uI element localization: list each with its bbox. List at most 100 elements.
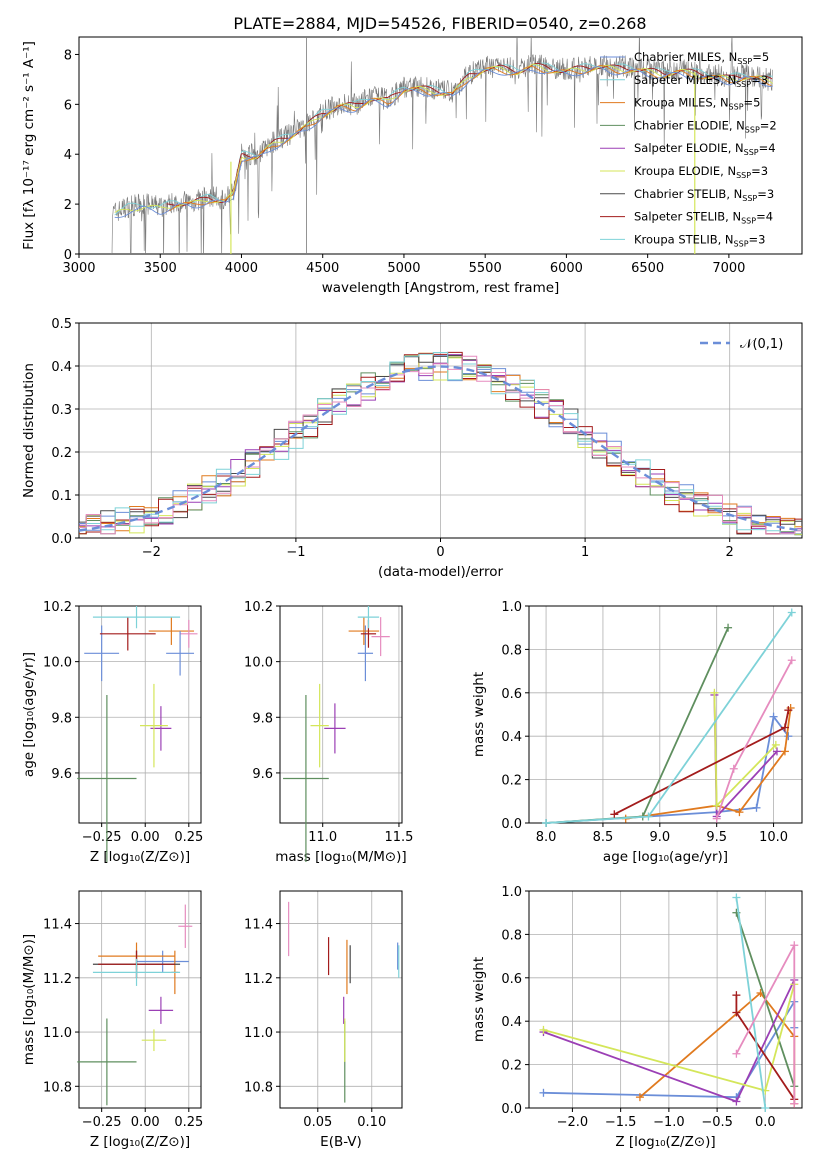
mass-vs-ebv-ytick-label: 11.4	[244, 918, 273, 933]
mass-vs-z-xlabel: Z [log₁₀(Z/Z⊙)]	[90, 1134, 190, 1150]
weight-vs-z-xtick-label: −2.0	[557, 1115, 589, 1130]
residuals-ytick-label: 0.5	[51, 317, 72, 332]
age-vs-z-axes: −0.25 0.00 0.25 9.6 9.8 10.0 10.2 Z [log₁₀(Z/Z⊙…	[21, 600, 203, 865]
mass-vs-ebv-xtick-label: 0.05	[303, 1115, 332, 1130]
age-vs-z-point	[92, 606, 181, 629]
weight-vs-z-ylabel: mass weight	[471, 957, 487, 1042]
mass-vs-ebv-frame	[279, 890, 403, 1109]
weight-vs-age-ytick-label: 0.0	[501, 817, 522, 832]
weight-vs-age-marker	[729, 764, 738, 773]
age-vs-mass-point	[283, 695, 329, 862]
mass-vs-z-ytick-label: 11.4	[43, 918, 72, 933]
weight-vs-age-marker	[769, 712, 778, 721]
residuals-ytick-label: 0.0	[51, 532, 72, 547]
age-vs-z-point	[84, 625, 120, 682]
weight-vs-z-marker	[539, 1088, 548, 1097]
weight-vs-age-xtick-label: 9.5	[706, 830, 727, 845]
residuals-histogram	[79, 355, 802, 535]
spectrum-legend: Chabrier MILES, NSSP=5 Salpeter MILES, NS…	[600, 50, 777, 248]
mass-vs-ebv-ytick-label: 11.0	[244, 1026, 273, 1041]
weight-vs-age-marker	[787, 608, 796, 617]
weight-vs-z-axes: −2.0 −1.5 −1.0 −0.5 0.0 0.0 0.2 0.4 0.6 0.8 1.0 Z […	[471, 885, 803, 1150]
weight-vs-z-xtick-label: −1.0	[653, 1115, 685, 1130]
weight-vs-age-ytick-label: 0.4	[501, 730, 522, 745]
weight-vs-z-ytick-label: 0.2	[501, 1059, 522, 1074]
weight-vs-age-marker	[780, 723, 789, 732]
spectrum-xtick-label: 4000	[225, 261, 258, 276]
weight-vs-age-xtick-label: 9.0	[649, 830, 670, 845]
weight-vs-z-xtick-label: −1.5	[605, 1115, 637, 1130]
spectrum-xtick-label: 5000	[387, 261, 420, 276]
spectrum-legend-entry: Chabrier ELODIE, NSSP=2	[634, 118, 777, 134]
weight-vs-z-ytick-label: 1.0	[501, 885, 522, 900]
spectrum-xtick-label: 6000	[550, 261, 583, 276]
mass-vs-z-frame	[78, 890, 202, 1109]
mass-vs-ebv-ytick-label: 11.2	[244, 972, 273, 987]
mass-vs-z-point	[178, 904, 193, 948]
spectrum-xtick-label: 6500	[631, 261, 664, 276]
age-vs-z-ylabel: age [log₁₀(age/yr)]	[21, 652, 37, 777]
residuals-xtick-label: 2	[726, 545, 734, 560]
weight-vs-z-ytick-label: 0.0	[501, 1102, 522, 1117]
spectrum-ytick-label: 0	[64, 248, 72, 263]
residuals-axes: −2 −1 0 1 2 0.0 0.1 0.2 0.3 0.4 0.5 (data-model)/er…	[21, 317, 803, 580]
age-vs-z-frame	[78, 605, 202, 824]
weight-vs-age-ylabel: mass weight	[471, 672, 487, 757]
age-vs-mass-ytick-label: 10.2	[244, 600, 273, 615]
weight-vs-z-ytick-label: 0.8	[501, 928, 522, 943]
spectrum-legend-entry: Kroupa STELIB, NSSP=3	[634, 232, 765, 248]
age-vs-z-xtick-label: 0.25	[174, 830, 203, 845]
spectrum-axes: 3000 3500 4000 4500 5000 5500 6000 6500 7000 0 2 4 6…	[21, 36, 803, 296]
spectrum-legend-entry: Chabrier STELIB, NSSP=3	[634, 187, 774, 203]
weight-vs-age-ytick-label: 0.2	[501, 774, 522, 789]
residuals-xtick-label: 0	[436, 545, 444, 560]
spectrum-legend-entry: Kroupa MILES, NSSP=5	[634, 96, 760, 112]
weight-vs-z-marker	[732, 1008, 741, 1017]
mass-vs-ebv-axes: 0.05 0.10 10.8 11.0 11.2 11.4 E(B-V)	[244, 890, 403, 1150]
age-vs-z-point	[77, 695, 137, 862]
weight-vs-z-marker	[732, 1049, 741, 1058]
spectrum-xtick-label: 4500	[306, 261, 339, 276]
age-vs-mass-xlabel: mass [log₁₀(M/M⊙)]	[275, 849, 406, 865]
spectrum-legend-entry: Salpeter STELIB, NSSP=4	[634, 210, 773, 226]
weight-vs-age-marker	[735, 808, 744, 817]
mass-vs-ebv-xtick-label: 0.10	[357, 1115, 386, 1130]
spectrum-ylabel: Flux [fλ 10⁻¹⁷ erg cm⁻² s⁻¹ A⁻¹]	[21, 41, 37, 250]
age-vs-z-xlabel: Z [log₁₀(Z/Z⊙)]	[90, 849, 190, 865]
residuals-xtick-label: −1	[286, 545, 305, 560]
weight-vs-age-marker	[752, 803, 761, 812]
residuals-histogram	[79, 355, 802, 535]
weight-vs-age-marker	[712, 814, 721, 823]
age-vs-mass-ytick-label: 9.6	[252, 767, 273, 782]
mass-vs-z-ytick-label: 11.0	[43, 1026, 72, 1041]
spectrum-ytick-label: 8	[64, 48, 72, 63]
spectrum-xtick-label: 7000	[712, 261, 745, 276]
weight-vs-age-marker	[610, 810, 619, 819]
weight-vs-z-marker	[635, 1093, 644, 1102]
weight-vs-age-marker	[784, 706, 793, 715]
spectrum-legend-entry: Salpeter MILES, NSSP=3	[634, 73, 768, 89]
weight-vs-age-marker	[724, 623, 733, 632]
age-vs-mass-axes: 11.0 11.5 9.6 9.8 10.0 10.2 mass [log₁₀(M/M⊙)]	[244, 600, 413, 865]
weight-vs-age-marker	[712, 801, 721, 810]
age-vs-mass-point	[357, 606, 380, 629]
mass-vs-z-point	[77, 1018, 137, 1106]
mass-vs-z-axes: −0.25 0.00 0.25 10.8 11.0 11.2 11.4 Z [log₁₀(Z/…	[21, 890, 203, 1150]
mass-vs-z-ytick-label: 11.2	[43, 972, 72, 987]
weight-vs-age-axes: 8.0 8.5 9.0 9.5 10.0 0.0 0.2 0.4 0.6 0.8 1.0 age [l…	[471, 600, 803, 865]
weight-vs-z-xtick-label: −0.5	[701, 1115, 733, 1130]
age-vs-mass-point	[348, 617, 380, 645]
weight-vs-age-ytick-label: 1.0	[501, 600, 522, 615]
weight-vs-z-marker	[732, 893, 741, 902]
weight-vs-age-marker	[771, 740, 780, 749]
weight-vs-age-marker	[710, 688, 719, 697]
mass-vs-z-xtick-label: −0.25	[82, 1115, 122, 1130]
age-vs-mass-point	[324, 703, 346, 754]
weight-vs-z-marker	[732, 991, 741, 1000]
residuals-histogram	[79, 355, 802, 535]
mass-vs-z-point	[136, 950, 189, 973]
residuals-ytick-label: 0.3	[51, 403, 72, 418]
residuals-ytick-label: 0.4	[51, 360, 72, 375]
age-vs-z-point	[140, 683, 168, 768]
